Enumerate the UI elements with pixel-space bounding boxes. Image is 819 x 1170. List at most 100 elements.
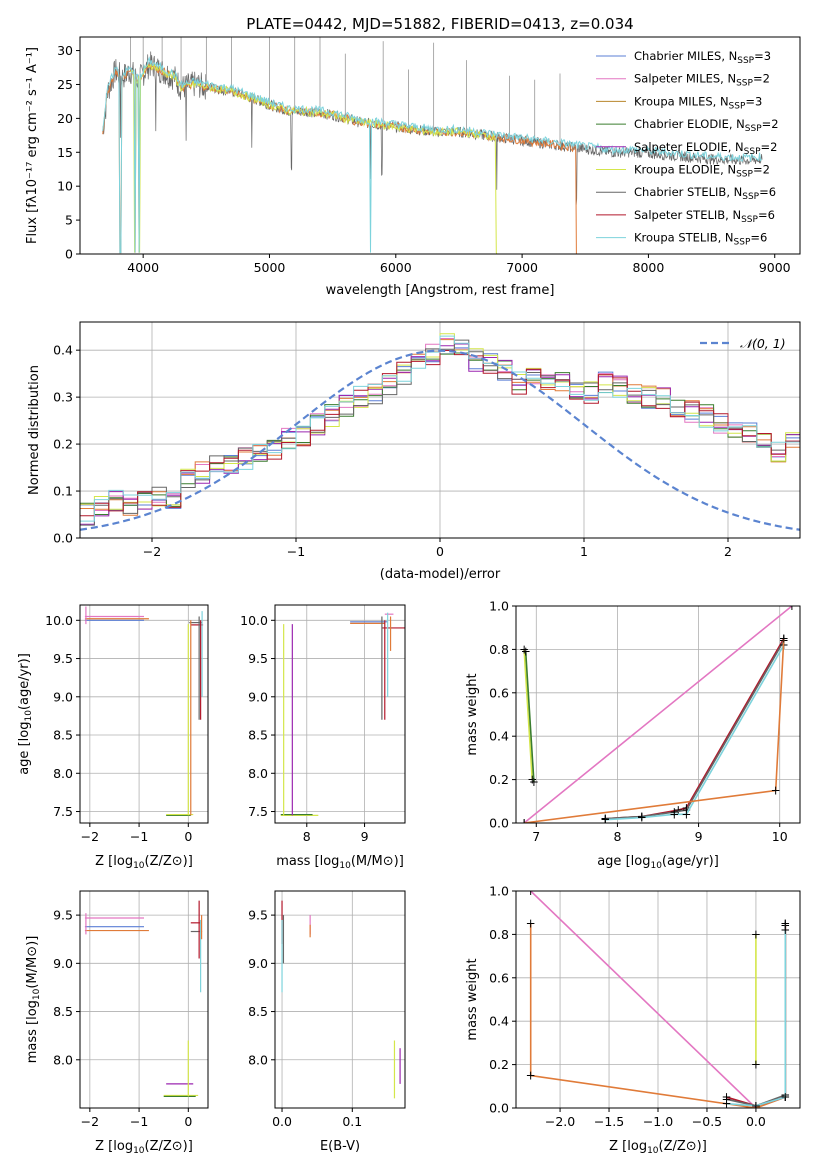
x-tick-label: −1 xyxy=(130,829,148,844)
x-tick-label: −2.0 xyxy=(545,1114,575,1129)
legend-label-main: Salpeter ELODIE, N xyxy=(634,140,744,154)
y-tick-label: 7.5 xyxy=(53,804,73,819)
x-axis-label: Z [log10(Z/Z⊙)] xyxy=(95,1139,193,1156)
legend-label-tail: =6 xyxy=(750,231,767,245)
y-axis-label-sub: 10 xyxy=(24,710,34,722)
x-axis-label: Z [log10(Z/Z⊙)] xyxy=(609,1139,707,1156)
legend-label-sub: SSP xyxy=(745,124,762,134)
legend-label-tail: =2 xyxy=(762,117,779,131)
weight-marker: + xyxy=(526,884,536,898)
axes-frame xyxy=(274,890,406,1109)
y-tick-label: 5 xyxy=(65,213,73,228)
legend-label-main: Chabrier ELODIE, N xyxy=(634,117,745,131)
weight-marker: + xyxy=(637,811,647,825)
x-axis-label-main: Z [log xyxy=(95,1139,133,1154)
weight-line xyxy=(523,606,793,823)
y-tick-label: 0.8 xyxy=(489,642,509,657)
y-tick-label: 0.0 xyxy=(489,816,509,831)
legend-label-sub: SSP xyxy=(742,192,759,202)
y-tick-label: 0.8 xyxy=(489,927,509,942)
x-tick-label: 9000 xyxy=(759,260,791,275)
y-axis-label-main: age [log xyxy=(17,722,32,775)
y-tick-label: 0.3 xyxy=(53,390,73,405)
y-tick-label: 9.0 xyxy=(248,956,268,971)
x-axis-label-sub: 10 xyxy=(133,1146,145,1156)
x-axis-label-tail: (Z/Z⊙)] xyxy=(145,1139,193,1154)
y-tick-label: 9.5 xyxy=(248,651,268,666)
y-tick-label: 25 xyxy=(57,77,73,92)
x-tick-label: 8 xyxy=(303,829,311,844)
x-tick-label: 0.0 xyxy=(272,1114,292,1129)
x-axis-label-tail: (Z/Z⊙)] xyxy=(659,1139,707,1154)
x-tick-label: 6000 xyxy=(380,260,412,275)
y-tick-label: 10.0 xyxy=(45,613,73,628)
weight-line xyxy=(530,891,757,1108)
plot-area: ++++++++++++++ ++++ +++ xyxy=(526,884,790,1115)
panel-mass-vs-Z: −2 −1 08.08.59.09.5Z [log10(Z/Z⊙)]mass [lo… xyxy=(25,890,209,1156)
y-tick-label: 30 xyxy=(57,43,73,58)
axes-frame xyxy=(79,604,209,824)
legend-label: Kroupa MILES, NSSP=3 xyxy=(634,94,762,111)
weight-marker: + xyxy=(519,816,529,830)
weight-marker: + xyxy=(529,775,539,789)
x-tick-label: 7 xyxy=(532,829,540,844)
y-tick-label: 8.5 xyxy=(248,1004,268,1019)
y-tick-label: 15 xyxy=(57,145,73,160)
legend-label-sub: SSP xyxy=(744,147,761,157)
panel-weight-vs-Z: ++++++++++++++ ++++ +++−2.0 −1.5 −1.0 −0.5 0.0… xyxy=(465,884,801,1156)
y-tick-label: 0.4 xyxy=(489,729,509,744)
weight-marker: + xyxy=(673,803,683,817)
x-tick-label: 8000 xyxy=(633,260,665,275)
axes: 4000 5000 6000 7000 8000 9000 0 5 10 15 20 25 30 wave… xyxy=(25,36,801,298)
axes-frame xyxy=(515,605,801,824)
legend-label-main: Salpeter MILES, N xyxy=(634,72,736,86)
x-tick-label: −1 xyxy=(130,1114,148,1129)
y-tick-label: 8.0 xyxy=(248,766,268,781)
panel-weight-vs-age: +++++++ + ++++ + + +++ + + +++++7 8 9 100.00.20.40.… xyxy=(465,599,801,871)
x-tick-label: 1 xyxy=(580,544,588,559)
weight-line xyxy=(523,649,533,780)
x-axis-label: (data-model)/error xyxy=(380,567,501,582)
y-tick-label: 9.5 xyxy=(53,651,73,666)
weight-marker: + xyxy=(669,805,679,819)
weight-marker: + xyxy=(669,807,679,821)
y-axis-label: mass weight xyxy=(465,958,480,1040)
x-axis-label: E(B-V) xyxy=(320,1139,360,1154)
legend-label-tail: =2 xyxy=(753,72,770,86)
legend-label: Chabrier STELIB, NSSP=6 xyxy=(634,185,776,202)
y-tick-label: 0.4 xyxy=(489,1014,509,1029)
legend-label-tail: =2 xyxy=(761,140,778,154)
y-tick-label: 0.0 xyxy=(53,531,73,546)
figure-title: PLATE=0442, MJD=51882, FIBERID=0413, z=0… xyxy=(246,15,633,33)
x-tick-label: −2 xyxy=(81,1114,99,1129)
charts-layer: 4000 5000 6000 7000 8000 9000051015202530wave… xyxy=(17,36,801,1156)
x-axis-label-sub: 10 xyxy=(133,861,145,871)
legend-label-sub: SSP xyxy=(741,215,758,225)
weight-marker: + xyxy=(751,1101,761,1115)
legend-label: Kroupa ELODIE, NSSP=2 xyxy=(634,163,770,180)
weight-marker: + xyxy=(637,809,647,823)
y-tick-label: 1.0 xyxy=(489,884,509,899)
plot-area xyxy=(84,900,203,1098)
legend-label: Chabrier ELODIE, NSSP=2 xyxy=(634,117,779,134)
x-axis-label-tail: (age/yr)] xyxy=(662,854,719,869)
x-tick-label: 0 xyxy=(184,1114,192,1129)
legend-label-sub: SSP xyxy=(736,79,753,89)
legend-label-main: Kroupa STELIB, N xyxy=(634,231,734,245)
x-tick-label: 0.0 xyxy=(746,1114,766,1129)
weight-marker: + xyxy=(751,1099,761,1113)
x-tick-label: −0.5 xyxy=(692,1114,722,1129)
legend-label: Chabrier MILES, NSSP=3 xyxy=(634,49,771,66)
y-tick-label: 10.0 xyxy=(240,613,268,628)
weight-marker: + xyxy=(780,923,790,937)
y-tick-label: 9.0 xyxy=(53,956,73,971)
weight-marker: + xyxy=(600,812,610,826)
y-tick-label: 8.0 xyxy=(53,766,73,781)
x-axis-label-sub: 10 xyxy=(650,861,662,871)
y-tick-label: 1.0 xyxy=(489,599,509,614)
x-tick-label: 0 xyxy=(184,829,192,844)
weight-marker: + xyxy=(681,807,691,821)
weight-marker: + xyxy=(751,927,761,941)
y-tick-label: 0.1 xyxy=(53,484,73,499)
